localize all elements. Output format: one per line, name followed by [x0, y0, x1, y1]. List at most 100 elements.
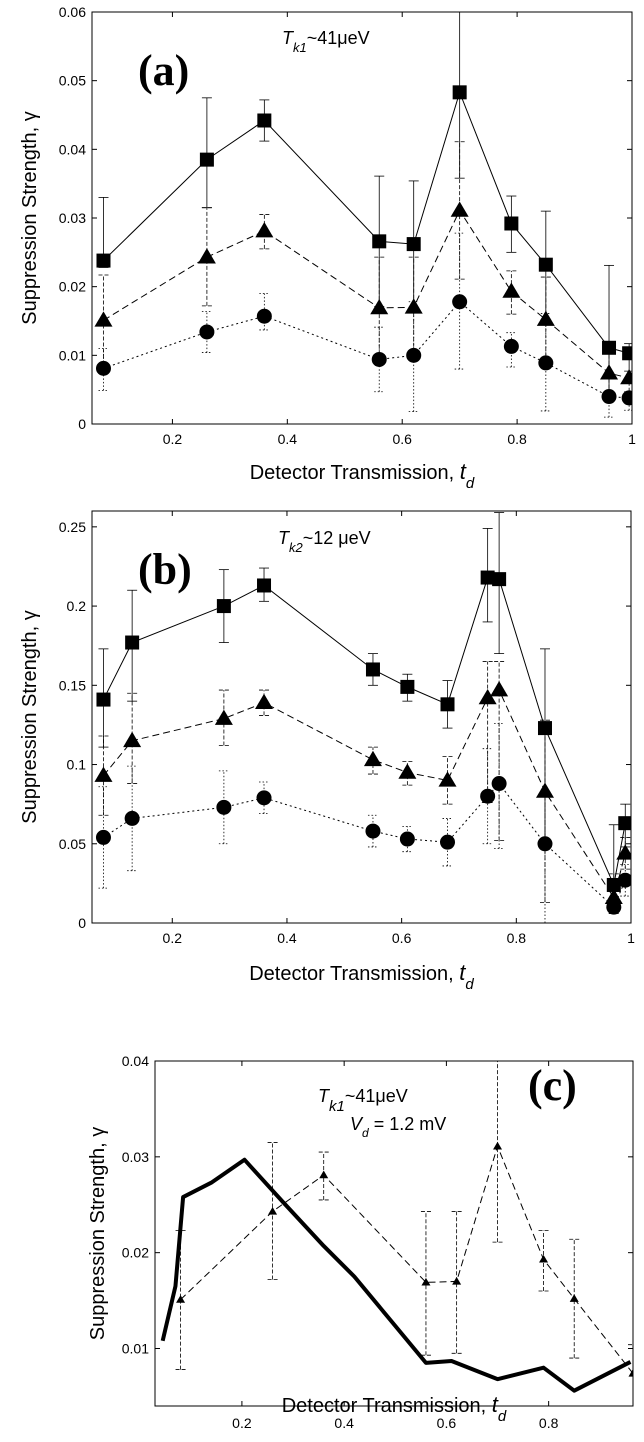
error-bar: [98, 348, 109, 391]
error-bar: [540, 313, 551, 412]
marker-circle-0: [95, 360, 111, 376]
x-tick-label: 0.4: [277, 930, 297, 946]
series-line: [103, 301, 630, 399]
theory-curve: [160, 1157, 632, 1393]
panel-label: (c): [528, 1061, 577, 1110]
marker-circle-11: [617, 872, 631, 888]
panel-label: (a): [138, 46, 189, 95]
marker-square-5: [400, 679, 415, 694]
marker-square-2: [216, 599, 231, 614]
y-tick-label: 0.05: [59, 73, 86, 89]
marker-square-6: [504, 216, 519, 231]
plot-area: [94, 12, 632, 418]
error-bar: [451, 1211, 462, 1354]
marker-circle-3: [256, 790, 272, 806]
y-tick-label: 0.01: [59, 347, 86, 363]
marker-triangle-6: [438, 771, 457, 787]
error-bar: [539, 719, 550, 903]
y-tick-label: 0.02: [59, 279, 86, 295]
marker-circle-7: [480, 788, 496, 804]
marker-triangle-5: [398, 763, 417, 779]
error-bar: [569, 1238, 580, 1359]
y-tick-label: 0.03: [122, 1149, 149, 1165]
temperature-annotation: Tk2~12 μeV: [278, 528, 371, 555]
marker-triangle-2: [319, 1170, 329, 1179]
marker-triangle-10: [604, 888, 623, 904]
marker-square-7: [480, 570, 495, 585]
y-axis-label: Suppression Strength, γ: [19, 610, 41, 823]
x-tick-label: 0.6: [437, 1415, 457, 1431]
marker-triangle-3: [370, 298, 389, 315]
y-tick-label: 0.1: [67, 757, 87, 773]
error-bar: [259, 781, 270, 815]
panel-label: (b): [138, 545, 192, 594]
marker-triangle-11: [616, 844, 631, 860]
y-tick-label: 0.02: [122, 1245, 149, 1261]
series-line: [103, 782, 626, 909]
series-line: [103, 90, 630, 354]
voltage-annotation: Vd = 1.2 mV: [350, 1114, 446, 1140]
marker-triangle-3: [421, 1277, 431, 1286]
marker-triangle-4: [363, 750, 382, 767]
marker-triangle-2: [255, 222, 274, 238]
y-tick-label: 0.03: [59, 210, 86, 226]
marker-triangle-0: [94, 311, 113, 327]
marker-square-9: [622, 346, 632, 361]
marker-triangle-8: [490, 681, 509, 697]
x-tick-label: 0.8: [539, 1415, 559, 1431]
marker-triangle-0: [94, 766, 113, 782]
marker-square-3: [257, 578, 272, 593]
marker-circle-2: [216, 799, 232, 815]
marker-circle-4: [365, 823, 381, 839]
y-tick-label: 0: [78, 416, 86, 432]
series-triangle: [94, 661, 631, 914]
x-tick-label: 1: [627, 930, 635, 946]
chart-panel-1: 0.2 0.4 0.6 0.8 1 0 0.01 0.02 0.03 0.04 0.05 0.06 (a…: [19, 4, 636, 492]
marker-square-3: [372, 234, 387, 249]
marker-square-2: [257, 113, 272, 128]
y-tick-label: 0.25: [59, 519, 86, 535]
marker-circle-0: [95, 829, 111, 845]
error-bar: [506, 332, 517, 368]
error-bar: [494, 661, 505, 841]
series-triangle-small: [175, 1061, 633, 1406]
marker-triangle-1: [197, 248, 216, 264]
series-line: [103, 577, 626, 887]
x-axis-label: Detector Transmission, td: [249, 960, 474, 993]
x-tick-label: 0.4: [278, 431, 298, 447]
error-bar: [420, 1211, 431, 1356]
marker-triangle-8: [628, 1368, 633, 1377]
y-tick-label: 0.01: [122, 1341, 149, 1357]
error-bar: [482, 748, 493, 845]
error-bar: [318, 1151, 329, 1201]
marker-circle-9: [621, 390, 632, 406]
x-tick-label: 0.4: [334, 1415, 354, 1431]
x-tick-label: 0.2: [232, 1415, 252, 1431]
marker-triangle-7: [569, 1294, 579, 1302]
error-bar: [539, 795, 550, 923]
marker-circle-2: [256, 308, 272, 324]
marker-triangle-4: [452, 1276, 462, 1285]
series-triangle: [94, 141, 632, 402]
y-axis-label: Suppression Strength, γ: [87, 1127, 109, 1340]
marker-triangle-9: [620, 368, 632, 385]
marker-circle-5: [399, 831, 415, 847]
marker-square-1: [199, 152, 214, 167]
y-tick-label: 0.15: [59, 677, 86, 693]
marker-triangle-6: [539, 1254, 549, 1263]
marker-circle-1: [124, 810, 140, 826]
y-tick-label: 0: [78, 915, 86, 931]
y-tick-label: 0.06: [59, 4, 86, 20]
marker-circle-4: [406, 347, 422, 363]
x-tick-label: 0.6: [392, 930, 412, 946]
marker-square-4: [365, 662, 380, 677]
plot-area: [160, 1061, 633, 1406]
marker-circle-7: [538, 355, 554, 371]
marker-square-0: [96, 253, 111, 268]
error-bar: [494, 722, 505, 849]
chart-panel-3: 0.2 0.4 0.6 0.8 0.01 0.02 0.03 0.04 (c) Tk1~41μeV…: [87, 1053, 634, 1431]
error-bar: [127, 765, 138, 872]
marker-square-8: [602, 340, 617, 355]
y-tick-label: 0.04: [122, 1053, 149, 1069]
